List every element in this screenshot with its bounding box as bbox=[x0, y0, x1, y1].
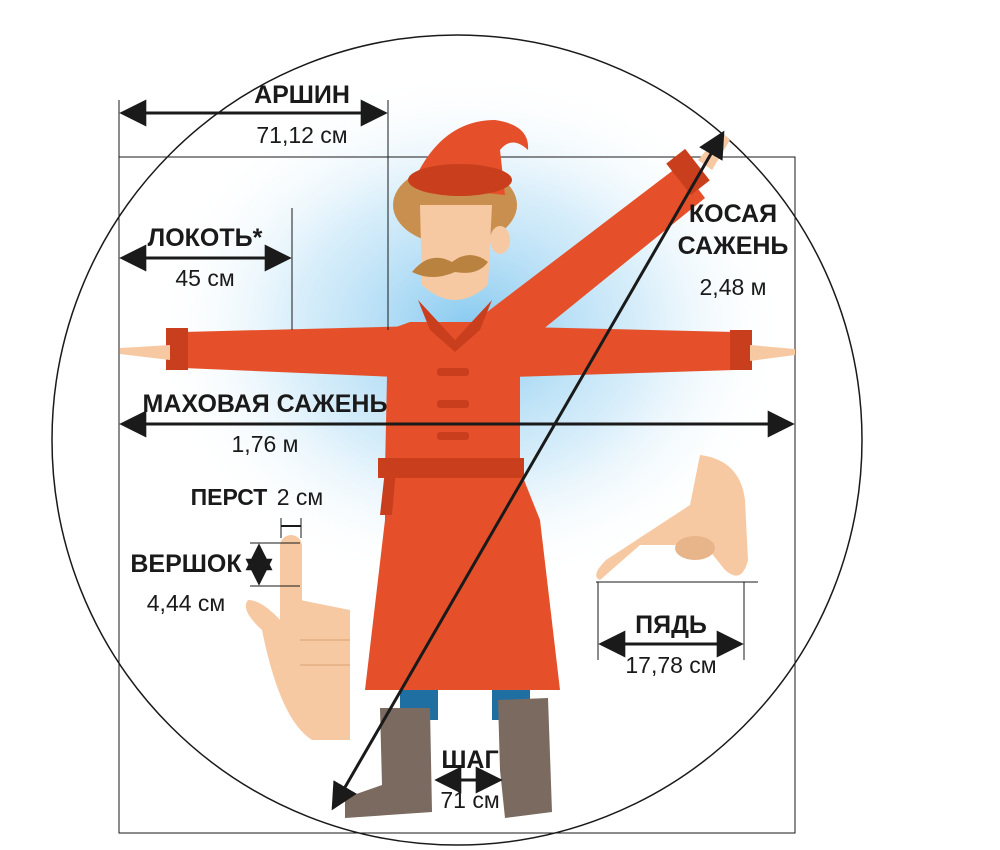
lokot-label: ЛОКОТЬ* bbox=[148, 224, 263, 252]
button-1 bbox=[437, 368, 469, 376]
shag-value: 71 см bbox=[440, 787, 499, 813]
measure-mahovaya-sazhen: МАХОВАЯ САЖЕНЬ 1,76 м bbox=[119, 390, 795, 457]
perst-label: ПЕРСТ bbox=[191, 484, 268, 510]
measure-lokot: ЛОКОТЬ* 45 см bbox=[119, 208, 293, 330]
button-3 bbox=[437, 432, 469, 440]
hat-brim bbox=[408, 164, 512, 196]
arshin-value: 71,12 см bbox=[256, 122, 347, 148]
mahovaya-label: МАХОВАЯ САЖЕНЬ bbox=[143, 390, 388, 418]
measure-vershok: ВЕРШОК 4,44 см bbox=[130, 542, 300, 616]
measure-shag: ШАГ 71 см bbox=[434, 746, 503, 813]
measure-kosaya-sazhen: КОСАЯ САЖЕНЬ 2,48 м bbox=[331, 130, 789, 811]
mahovaya-value: 1,76 м bbox=[232, 431, 299, 457]
kosaya-label-line2: САЖЕНЬ bbox=[678, 232, 789, 260]
frame-circle bbox=[51, 34, 863, 846]
left-hand bbox=[120, 345, 170, 360]
vershok-label: ВЕРШОК bbox=[130, 550, 242, 578]
right-boot bbox=[498, 698, 552, 818]
perst-value: 2 см bbox=[277, 484, 324, 510]
right-cuff bbox=[730, 330, 752, 370]
ear bbox=[490, 226, 510, 254]
pointing-hand-icon bbox=[245, 535, 350, 740]
measure-perst: ПЕРСТ 2 см bbox=[191, 484, 324, 538]
kosaya-value: 2,48 м bbox=[700, 274, 767, 300]
kosaya-label-line1: КОСАЯ bbox=[689, 200, 777, 228]
belt bbox=[378, 458, 524, 478]
button-2 bbox=[437, 400, 469, 408]
measure-pyad: ПЯДЬ 17,78 см bbox=[596, 581, 758, 678]
lokot-value: 45 см bbox=[175, 265, 234, 291]
pyad-label: ПЯДЬ bbox=[635, 611, 707, 639]
vershok-value: 4,44 см bbox=[147, 590, 225, 616]
arshin-label: АРШИН bbox=[254, 81, 350, 109]
left-cuff bbox=[166, 328, 188, 370]
shag-label: ШАГ bbox=[441, 746, 498, 774]
right-hand bbox=[750, 345, 795, 361]
face bbox=[420, 205, 492, 300]
pyad-value: 17,78 см bbox=[625, 652, 716, 678]
